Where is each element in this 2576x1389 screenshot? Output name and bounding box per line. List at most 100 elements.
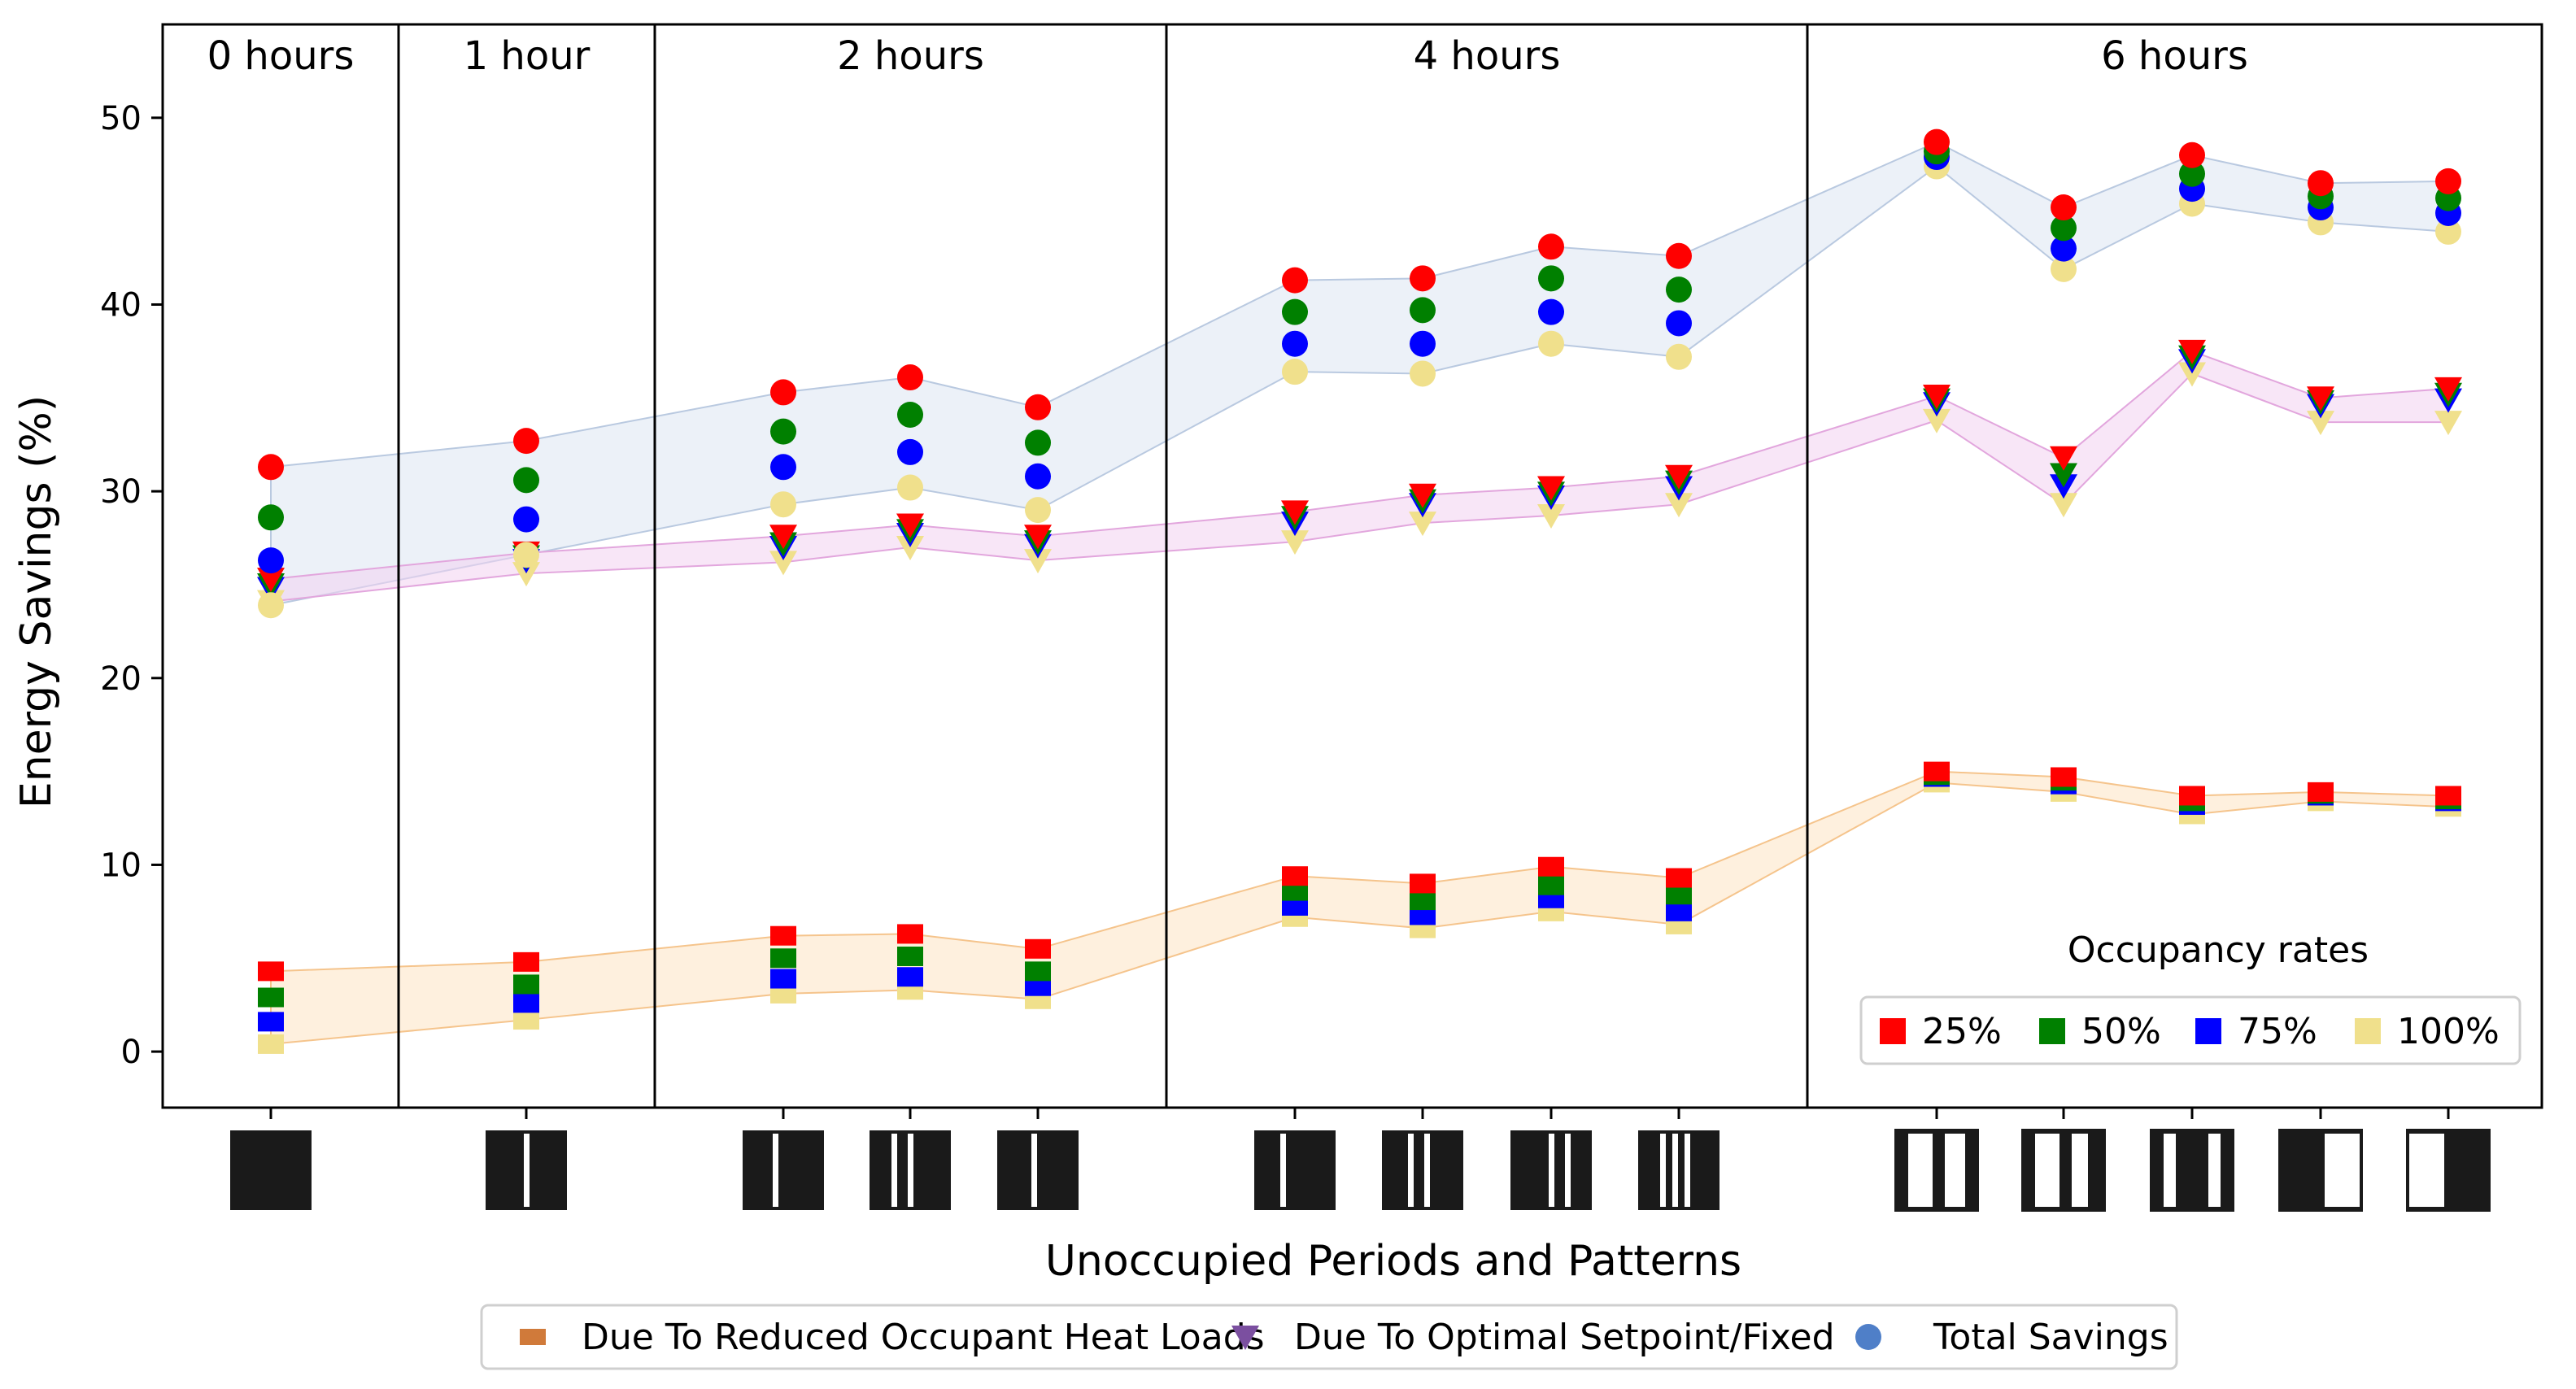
occupancy-label-75: 75% [2238,1011,2317,1052]
y-axis-title: Energy Savings (%) [12,395,61,808]
section-label: 6 hours [2101,33,2248,79]
pattern-gap [2325,1134,2361,1207]
point-total-savings-100 [1025,497,1051,524]
pattern-icon [1510,1130,1592,1210]
point-total-savings-100 [2435,218,2461,245]
point-total-savings-50 [513,467,539,494]
point-due-to-reduced-occupant-heat-loads-25 [1025,938,1051,959]
pattern-gap [1685,1134,1690,1207]
point-due-to-reduced-occupant-heat-loads-25 [2308,782,2334,802]
category-label-total-savings: Total Savings [1933,1317,2168,1358]
category-marker-total-savings [1855,1324,1881,1350]
point-due-to-optimal-setpoint-fixed-100 [2178,362,2206,387]
point-due-to-reduced-occupant-heat-loads-25 [1282,866,1308,886]
pattern-fill [1382,1130,1463,1210]
section-label: 0 hours [207,33,355,79]
point-total-savings-100 [897,474,923,501]
point-due-to-optimal-setpoint-fixed-25 [257,568,285,593]
pattern-gap [2035,1134,2059,1207]
point-total-savings-75 [1410,330,1436,357]
point-due-to-reduced-occupant-heat-loads-50 [1410,890,1436,911]
point-due-to-optimal-setpoint-fixed-25 [896,513,924,538]
pattern-gap [2072,1134,2088,1207]
pattern-gap [1672,1134,1678,1207]
y-tick-label: 40 [100,286,142,324]
point-due-to-reduced-occupant-heat-loads-75 [1666,901,1692,921]
pattern-fill [997,1130,1079,1210]
point-total-savings-100 [770,491,796,518]
pattern-fill [230,1130,312,1210]
point-total-savings-25 [513,428,539,455]
pattern-gap [1945,1134,1965,1207]
section-labels: 0 hours 1 hour 2 hours 4 hours 6 hours [207,33,2248,79]
y-tick-label: 50 [100,100,142,137]
point-due-to-optimal-setpoint-fixed-25 [2307,386,2334,411]
category-legend: Due To Reduced Occupant Heat Loads Due To… [480,1304,2178,1370]
band-total-savings [270,141,2449,607]
pattern-icon [1638,1130,1720,1210]
point-due-to-optimal-setpoint-fixed-25 [2178,339,2206,364]
point-due-to-reduced-occupant-heat-loads-25 [2179,786,2205,806]
point-total-savings-25 [2179,142,2205,168]
point-due-to-reduced-occupant-heat-loads-25 [1924,761,1950,782]
point-due-to-optimal-setpoint-fixed-100 [512,562,540,587]
point-due-to-optimal-setpoint-fixed-25 [1537,476,1565,501]
point-due-to-reduced-occupant-heat-loads-25 [258,961,284,982]
point-total-savings-25 [770,379,796,406]
point-due-to-reduced-occupant-heat-loads-25 [2435,786,2461,806]
point-total-savings-75 [1538,298,1564,325]
point-due-to-reduced-occupant-heat-loads-50 [897,946,923,966]
point-due-to-optimal-setpoint-fixed-100 [896,536,924,561]
occupancy-legend-box [1859,995,2522,1065]
point-total-savings-25 [258,454,284,481]
section-dividers [397,24,1809,1108]
pattern-icon [870,1130,951,1210]
point-total-savings-50 [1282,298,1308,325]
point-due-to-reduced-occupant-heat-loads-75 [513,993,539,1013]
category-marker-due-to-reduced-occupant-heat-loads [520,1329,546,1345]
point-total-savings-50 [897,401,923,428]
pattern-icon [2278,1129,2363,1212]
occupancy-label-100: 100% [2397,1011,2500,1052]
pattern-border [2150,1129,2234,1212]
point-total-savings-50 [770,418,796,445]
point-total-savings-100 [2051,255,2077,282]
section-label: 4 hours [1414,33,1561,79]
point-due-to-reduced-occupant-heat-loads-25 [1666,868,1692,888]
point-total-savings-75 [770,454,796,481]
occupancy-legend-title: Occupancy rates [2068,930,2369,971]
point-total-savings-25 [2051,194,2077,221]
pattern-gap [2208,1134,2221,1207]
pattern-gap [524,1134,530,1207]
point-total-savings-25 [1282,267,1308,294]
plot-area [161,23,2543,1109]
y-tick-label: 10 [100,847,142,884]
point-total-savings-75 [1025,463,1051,490]
pattern-icons [230,1108,2491,1212]
point-due-to-optimal-setpoint-fixed-100 [769,551,797,576]
point-total-savings-25 [1538,233,1564,260]
point-due-to-optimal-setpoint-fixed-25 [1409,483,1436,508]
data-points [257,128,2462,1054]
point-due-to-optimal-setpoint-fixed-100 [2307,411,2334,436]
point-due-to-reduced-occupant-heat-loads-50 [1538,875,1564,895]
pattern-icon [486,1130,567,1210]
pattern-gap [891,1134,897,1207]
point-total-savings-25 [1666,242,1692,269]
pattern-fill [1638,1130,1720,1210]
point-due-to-optimal-setpoint-fixed-25 [1024,525,1052,550]
pattern-icon [2021,1129,2106,1212]
point-total-savings-50 [1410,297,1436,324]
pattern-border [2021,1129,2106,1212]
occupancy-swatch-100 [2355,1018,2381,1044]
point-due-to-reduced-occupant-heat-loads-75 [258,1012,284,1032]
point-due-to-optimal-setpoint-fixed-100 [1024,549,1052,574]
section-label: 1 hour [464,33,591,79]
pattern-icon [997,1130,1079,1210]
point-due-to-optimal-setpoint-fixed-50 [2050,463,2077,488]
point-due-to-reduced-occupant-heat-loads-75 [897,967,923,987]
point-due-to-optimal-setpoint-fixed-25 [1281,500,1309,525]
point-total-savings-50 [258,504,284,531]
point-due-to-reduced-occupant-heat-loads-25 [1538,856,1564,877]
